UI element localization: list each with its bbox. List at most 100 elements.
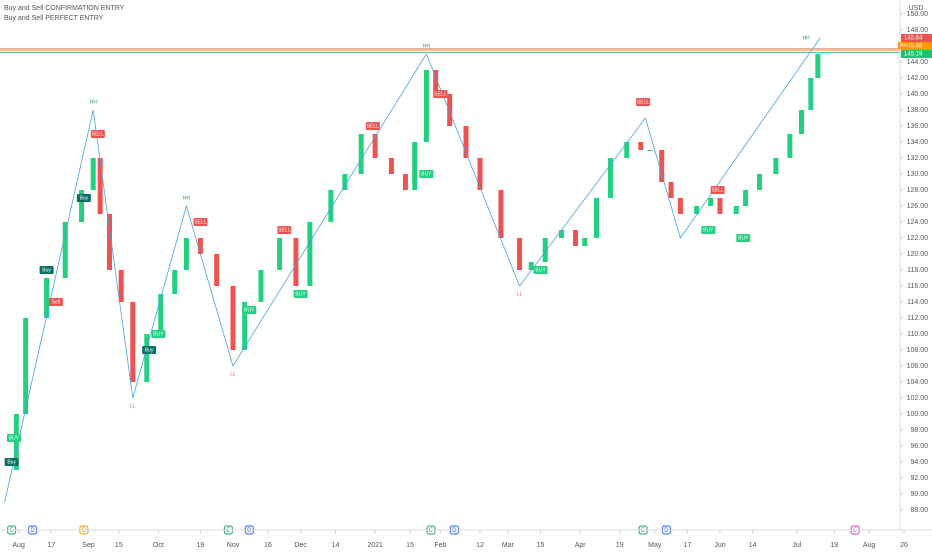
candle-body xyxy=(158,294,164,334)
event-label: D xyxy=(452,528,457,534)
y-tick-label: 148.00 xyxy=(907,27,929,34)
signal-box xyxy=(151,330,166,338)
candle-body xyxy=(342,174,348,190)
candle-body xyxy=(528,262,534,270)
signal-box xyxy=(419,170,434,178)
candle-body xyxy=(447,94,453,126)
price-tag-label: 145.48 xyxy=(904,44,923,50)
signal-label: HH xyxy=(183,195,191,201)
candle-body xyxy=(23,318,29,414)
signal-box xyxy=(142,346,157,354)
signal-label: BUY xyxy=(9,435,20,441)
x-tick-label: Jul xyxy=(792,542,801,549)
x-tick-label: 19 xyxy=(196,542,204,549)
candle-body xyxy=(107,214,113,270)
y-tick-label: 100.00 xyxy=(907,411,929,418)
price-axis-bg xyxy=(900,0,932,530)
candle-body xyxy=(130,302,136,382)
event-label: E xyxy=(226,528,230,534)
candle-body xyxy=(624,142,630,158)
signal-box xyxy=(701,226,716,234)
candle-body xyxy=(708,198,714,206)
legend-entry: Buy and Sell CONFIRMATION ENTRY xyxy=(4,5,125,12)
candle-body xyxy=(573,230,579,246)
x-tick-label: Mar xyxy=(502,542,515,549)
candle-body xyxy=(79,190,85,222)
signal-box xyxy=(710,186,725,194)
candle-body xyxy=(517,238,523,270)
legend-entry: Buy and Sell PERFECT ENTRY xyxy=(4,15,104,22)
candle-body xyxy=(258,270,264,302)
candle-body xyxy=(172,270,178,294)
candle-body xyxy=(787,134,793,158)
candle-body xyxy=(668,182,674,198)
candle-body xyxy=(388,158,394,174)
signal-label: SELL xyxy=(637,99,649,105)
x-tick-label: May xyxy=(648,542,662,549)
candle-body xyxy=(582,238,588,246)
zigzag-line xyxy=(4,37,821,503)
signal-label: Sell xyxy=(52,299,60,305)
x-tick-label: 17 xyxy=(683,542,691,549)
x-tick-label: Dec xyxy=(294,542,307,549)
signal-label: BUY xyxy=(153,331,164,337)
signal-box xyxy=(4,458,19,466)
y-tick-label: 90.00 xyxy=(910,491,928,498)
signal-box xyxy=(90,130,105,138)
x-tick-label: 17 xyxy=(47,542,55,549)
signal-label: Buy xyxy=(7,459,16,465)
x-tick-label: 26 xyxy=(900,542,908,549)
candle-body xyxy=(647,150,653,151)
signal-box xyxy=(277,226,292,234)
signal-label: BUY xyxy=(244,307,255,313)
signal-label: BUY xyxy=(738,235,749,241)
x-tick-label: 19 xyxy=(616,542,624,549)
event-label: D xyxy=(30,528,35,534)
y-tick-label: 98.00 xyxy=(910,427,928,434)
y-tick-label: 124.00 xyxy=(907,219,929,226)
x-tick-label: 14 xyxy=(749,542,757,549)
signal-label: SELL xyxy=(194,219,206,225)
y-tick-label: 130.00 xyxy=(907,171,929,178)
candle-body xyxy=(293,238,299,286)
candle-body xyxy=(144,334,150,382)
signal-label: BUY xyxy=(703,227,714,233)
y-tick-label: 140.00 xyxy=(907,91,929,98)
signal-label: SELL xyxy=(92,131,104,137)
signal-label: Buy xyxy=(42,267,51,273)
candle-body xyxy=(498,190,504,238)
signal-label: BUY xyxy=(295,291,306,297)
x-tick-label: Feb xyxy=(434,542,446,549)
signal-label: LL xyxy=(130,403,136,409)
candle-body xyxy=(477,158,483,190)
signal-label: HH xyxy=(423,43,431,49)
y-tick-label: 104.00 xyxy=(907,379,929,386)
candle-body xyxy=(773,158,779,174)
currency: USD xyxy=(909,5,924,12)
y-tick-label: 144.00 xyxy=(907,59,929,66)
y-tick-label: 102.00 xyxy=(907,395,929,402)
y-tick-label: 106.00 xyxy=(907,363,929,370)
candle-body xyxy=(214,254,220,286)
event-label: D xyxy=(247,528,252,534)
y-tick-label: 110.00 xyxy=(907,331,928,338)
y-tick-label: 126.00 xyxy=(907,203,929,210)
y-tick-label: 136.00 xyxy=(907,123,929,130)
candle-body xyxy=(677,198,683,214)
x-tick-label: 14 xyxy=(332,542,340,549)
candle-body xyxy=(183,238,189,270)
event-label: E xyxy=(641,528,645,534)
signal-box xyxy=(736,234,751,242)
candle-body xyxy=(659,150,665,182)
candle-body xyxy=(402,174,408,190)
candle-body xyxy=(757,174,763,190)
x-tick-label: 2021 xyxy=(367,542,383,549)
signal-box xyxy=(48,298,63,306)
candle-body xyxy=(197,238,203,254)
x-tick-label: Sep xyxy=(82,542,95,549)
event-label: E xyxy=(853,528,857,534)
signal-box xyxy=(365,122,380,130)
y-tick-label: 96.00 xyxy=(910,443,928,450)
